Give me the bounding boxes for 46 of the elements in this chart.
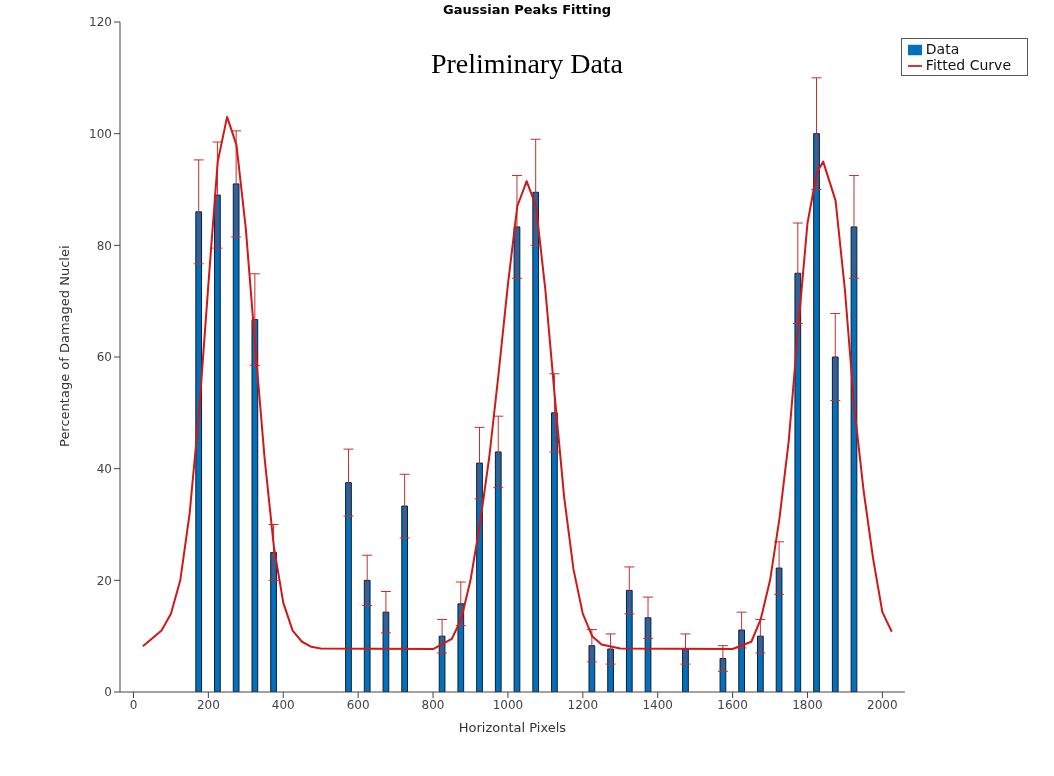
bar	[625, 589, 633, 692]
x-axis-title: Horizontal Pixels	[458, 720, 567, 735]
x-tick-label: 200	[196, 697, 220, 712]
y-tick-label: 0	[104, 685, 112, 700]
y-tick-label: 60	[96, 350, 112, 365]
x-tick-label: 800	[421, 697, 445, 712]
bar	[513, 226, 521, 692]
x-tick-label: 1600	[717, 697, 748, 712]
bar	[476, 462, 483, 692]
x-tick-label: 2000	[867, 697, 898, 712]
x-tick-label: 1400	[642, 697, 673, 712]
x-tick-label: 1200	[567, 697, 599, 712]
y-tick-label: 20	[96, 573, 112, 588]
x-tick-label: 0	[129, 697, 138, 712]
bar	[401, 505, 408, 692]
bar	[345, 482, 352, 692]
bar	[775, 567, 783, 692]
x-tick-label: 1000	[492, 697, 524, 712]
bar	[831, 356, 839, 692]
y-tick-label: 80	[96, 238, 112, 253]
legend-label: Data	[925, 41, 960, 57]
bar	[232, 183, 240, 692]
bar	[494, 451, 502, 692]
bar	[214, 194, 221, 692]
bar	[270, 551, 277, 692]
y-tick-label: 100	[89, 126, 112, 141]
legend-label: Fitted Curve	[925, 57, 1011, 73]
y-axis-title: Percentage of Damaged Nuclei	[56, 245, 72, 447]
bar	[794, 272, 802, 692]
bar	[251, 319, 259, 692]
y-tick-label: 40	[96, 461, 112, 476]
bar	[850, 226, 858, 692]
bar	[757, 635, 764, 692]
x-tick-label: 1800	[792, 697, 823, 712]
text: Preliminary Data	[430, 48, 624, 79]
bar	[195, 211, 203, 692]
bar	[551, 412, 558, 692]
bar	[813, 133, 820, 692]
bar	[532, 191, 540, 692]
x-tick-label: 400	[271, 697, 295, 712]
chart-title: Gaussian Peaks Fitting	[442, 2, 612, 17]
y-tick-label: 120	[89, 15, 112, 30]
bar	[363, 579, 371, 692]
bar	[738, 629, 746, 692]
x-tick-label: 600	[346, 697, 370, 712]
line-series	[141, 115, 893, 651]
